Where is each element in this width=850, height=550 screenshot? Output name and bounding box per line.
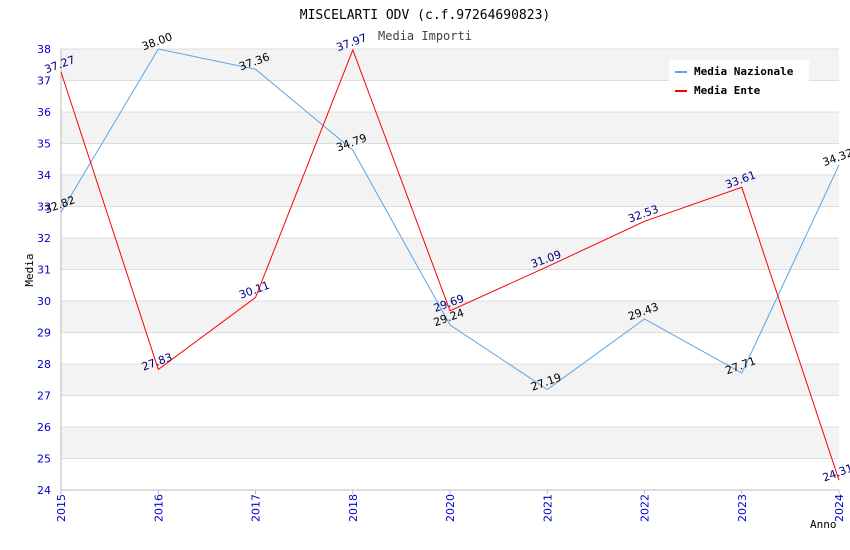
y-axis-label: Media <box>23 253 36 286</box>
x-tick-label: 2021 <box>541 494 554 522</box>
y-ticks: 24 25 26 27 28 29 30 31 32 33 34 35 36 37 38 <box>37 43 51 497</box>
chart-title: MISCELARTI ODV (c.f.97264690823) <box>300 8 550 23</box>
y-tick-label: 28 <box>37 358 51 371</box>
y-tick-label: 34 <box>37 169 51 182</box>
y-tick-label: 31 <box>37 264 51 277</box>
x-tick-label: 2015 <box>55 494 68 522</box>
y-tick-label: 29 <box>37 327 51 340</box>
x-tick-label: 2018 <box>347 494 360 522</box>
data-label: 32.82 <box>43 193 77 216</box>
x-tick-label: 2020 <box>444 494 457 522</box>
legend-label: Media Nazionale <box>694 65 794 78</box>
grid-band <box>61 238 839 270</box>
x-tick-label: 2017 <box>250 494 263 522</box>
x-tick-label: 2023 <box>736 494 749 522</box>
y-tick-label: 35 <box>37 138 51 151</box>
x-tick-label: 2016 <box>152 494 165 522</box>
data-label: 24.31 <box>821 461 850 484</box>
y-tick-label: 24 <box>37 484 51 497</box>
y-tick-label: 37 <box>37 75 51 88</box>
grid-band <box>61 175 839 207</box>
grid-band <box>61 301 839 333</box>
y-tick-label: 38 <box>37 43 51 56</box>
series-line-1 <box>60 48 840 481</box>
legend: Media Nazionale Media Ente <box>669 60 809 102</box>
data-label: 34.32 <box>821 146 850 169</box>
x-tick-label: 2024 <box>833 494 846 522</box>
legend-label: Media Ente <box>694 84 761 97</box>
y-tick-label: 25 <box>37 453 51 466</box>
y-tick-label: 30 <box>37 295 51 308</box>
x-axis-label: Anno <box>810 518 837 531</box>
x-tick-label: 2022 <box>639 494 652 522</box>
y-tick-label: 32 <box>37 232 51 245</box>
y-tick-label: 36 <box>37 106 51 119</box>
y-tick-label: 27 <box>37 390 51 403</box>
grid-band <box>61 427 839 459</box>
series-layer <box>60 48 840 481</box>
grid-band <box>61 112 839 144</box>
y-tick-label: 26 <box>37 421 51 434</box>
x-ticks: 2015 2016 2017 2018 2020 2021 2022 2023 2024 <box>55 490 846 522</box>
legend-box <box>669 60 809 102</box>
grid-bands <box>61 48 839 491</box>
chart-subtitle: Media Importi <box>378 29 472 43</box>
y-tick-label: 33 <box>37 201 51 214</box>
series-line-0 <box>60 48 840 391</box>
grid-band <box>61 364 839 396</box>
